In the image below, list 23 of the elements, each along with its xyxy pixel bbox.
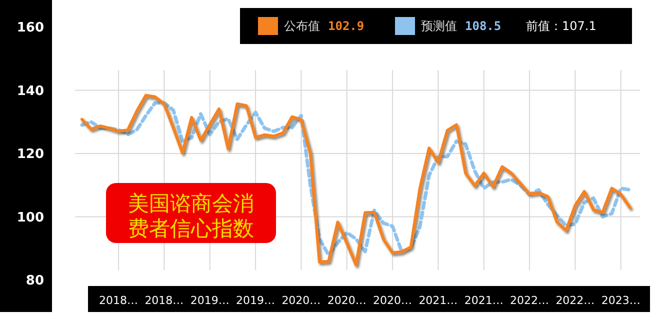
x-tick-label: 2020…	[282, 294, 321, 307]
x-tick-label: 2022…	[510, 294, 550, 307]
annotation: 102.9	[328, 19, 364, 34]
annotation: 108.5	[465, 19, 502, 34]
x-tick-label: 2021…	[464, 294, 504, 307]
x-tick-label: 2020…	[327, 294, 366, 307]
x-tick-label: 2023…	[601, 294, 640, 307]
y-tick-label: 100	[16, 210, 44, 226]
y-tick-label: 160	[16, 20, 44, 36]
x-tick-label: 2020…	[373, 294, 412, 307]
y-tick-label: 120	[16, 147, 44, 162]
text: 美国谘商会消费者信心指数	[128, 191, 254, 240]
annotation: 前值：107.1	[526, 19, 596, 34]
y-tick-label: 140	[16, 84, 44, 99]
y-tick-label: 80	[26, 274, 44, 289]
legend-label: 公布值	[284, 19, 320, 34]
x-tick-label: 2018…	[144, 294, 184, 307]
legend-label: 预测值	[421, 19, 457, 34]
x-tick-label: 2018…	[99, 294, 138, 307]
x-tick-label: 2022…	[556, 294, 595, 307]
x-tick-label: 2019…	[236, 294, 276, 307]
x-tick-label: 2019…	[190, 294, 230, 307]
x-tick-label: 2021…	[418, 294, 458, 307]
